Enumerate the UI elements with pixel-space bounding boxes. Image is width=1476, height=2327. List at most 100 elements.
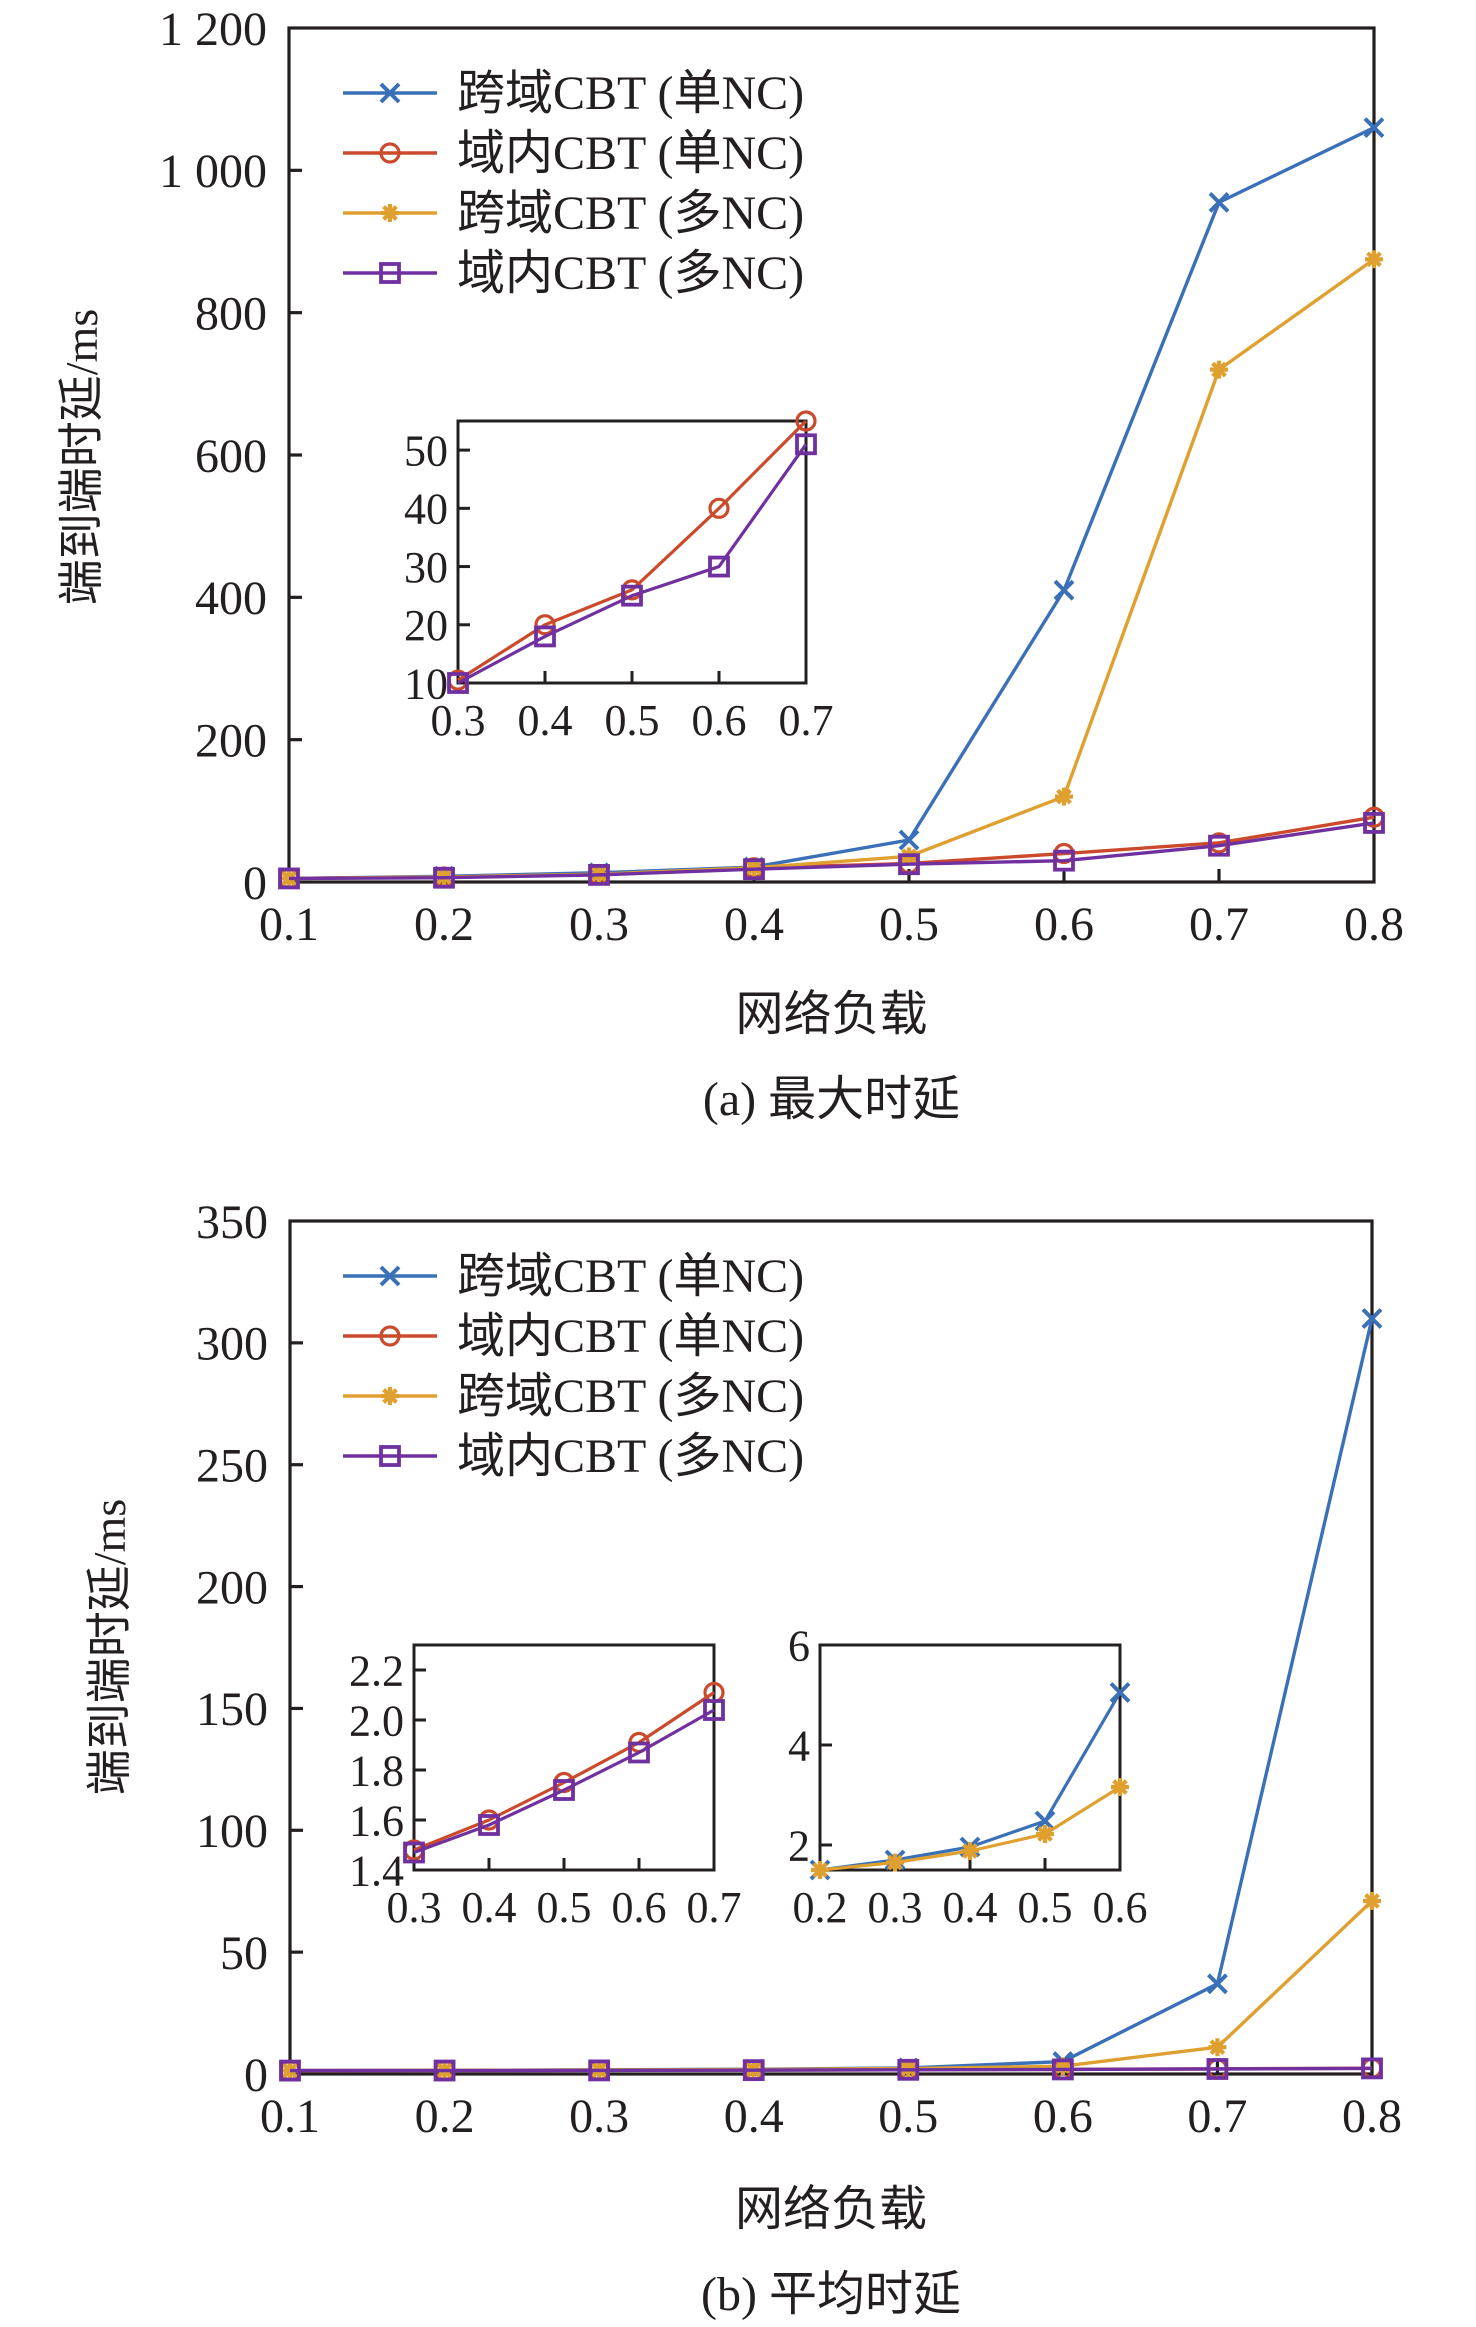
data-point [588,2059,611,2082]
legend-label: 域内CBT (单NC) [457,1310,804,1363]
y-tick-label: 1 200 [159,3,267,56]
y-tick-label: 350 [196,1196,268,1249]
y-tick-label: 50 [404,427,448,476]
y-tick-label: 30 [404,543,448,592]
legend-label: 跨域CBT (多NC) [457,1370,804,1423]
y-tick-label: 1.6 [349,1796,404,1845]
series-0 [447,410,817,691]
data-point [1363,1891,1381,1910]
x-tick-label: 0.3 [431,696,486,745]
y-tick-label: 10 [404,659,448,708]
legend-marker [379,82,401,104]
y-tick-label: 0 [243,857,267,910]
y-tick-label: 40 [404,485,448,534]
series-1 [447,433,817,694]
x-tick-label: 0.5 [879,898,939,951]
legend-item: 域内CBT (单NC) [343,1310,804,1363]
y-tick-label: 250 [196,1440,268,1493]
data-point [1361,2057,1383,2080]
inset-a-0-frame [456,419,808,685]
x-tick-label: 0.5 [1018,1883,1073,1932]
x-tick-label: 0.3 [569,2090,629,2143]
legend-marker [379,262,401,284]
data-point [1053,2057,1072,2076]
y-tick-label: 1 000 [159,145,267,198]
x-tick-label: 0.5 [605,696,660,745]
data-point [898,829,920,851]
inset-b-1-frame [818,1643,1122,1872]
series-0 [279,1308,1383,2082]
y-tick-label: 20 [404,601,448,650]
x-tick-label: 0.7 [1189,898,1249,951]
series-line [288,821,1375,881]
legend-marker [381,204,399,222]
y-tick-label: 1.8 [349,1746,404,1795]
data-point [708,497,730,519]
data-point [447,672,469,694]
data-point [1051,2058,1074,2081]
data-point [708,555,730,578]
data-point [403,1841,425,1864]
series-line [413,1708,715,1855]
legend-marker [379,1325,401,1347]
data-point [795,433,817,456]
x-tick-label: 0.8 [1342,2090,1402,2143]
plot-a-frame [287,26,1376,884]
plot-b: 0 50 100 150 200 250 300 350 0.1 0.2 0.3 0.4 0.5 0.6 0… [196,1196,1402,2143]
x-tick-label: 0.4 [518,696,573,745]
x-axis-title: 网络负载 [735,988,927,1041]
data-point [811,1861,829,1879]
data-point [743,858,765,881]
series-line [457,443,808,685]
y-axis-title: 端到端时延/ms [56,309,107,605]
y-tick-label: 1.4 [349,1846,404,1895]
y-tick-label: 2.2 [349,1646,404,1695]
data-point [621,584,643,607]
data-point [1053,849,1075,872]
x-tick-label: 0.6 [1034,898,1094,951]
x-tick-label: 0.2 [414,898,474,951]
legend-label: 域内CBT (单NC) [457,127,804,180]
x-tick-label: 0.7 [1187,2090,1247,2143]
data-point [1365,250,1383,269]
data-point [553,1779,575,1801]
series-line [289,1318,1374,2073]
legend-item: 域内CBT (多NC) [343,247,804,300]
data-point [897,2058,920,2081]
data-point [1208,191,1230,213]
data-point [1206,2058,1229,2080]
legend-label: 跨域CBT (单NC) [457,67,804,120]
x-tick-label: 0.2 [793,1883,848,1932]
legend-marker [379,1445,401,1467]
data-point [1034,1810,1056,1832]
y-tick-label: 300 [196,1318,268,1371]
data-point [742,2059,765,2082]
legend-label: 跨域CBT (多NC) [457,187,804,240]
series-3 [279,2057,1383,2082]
series-line [288,126,1375,881]
legend-item: 跨域CBT (单NC) [343,1250,804,1303]
x-tick-label: 0.6 [692,696,747,745]
plot-a: 0 200 400 600 800 1 000 1 200 0.1 0.2 0.3 0.4 0.5 0.… [159,3,1404,951]
x-tick-label: 0.5 [537,1883,592,1932]
x-tick-label: 0.4 [724,898,784,951]
data-point [280,869,298,888]
inset-b-1: 2 4 6 0.2 0.3 0.4 0.5 0.6 [788,1621,1148,1932]
x-tick-label: 0.6 [1093,1883,1148,1932]
caption: (b) 平均时延 [701,2268,961,2321]
legend-label: 跨域CBT (单NC) [457,1250,804,1303]
data-point [1055,787,1073,806]
data-point [1111,1778,1129,1796]
data-point [1036,1825,1054,1843]
x-tick-label: 0.6 [1033,2090,1093,2143]
legend-item: 跨域CBT (多NC) [343,1370,804,1423]
series-line [289,2066,1373,2073]
data-point [961,1842,979,1860]
y-tick-label: 100 [196,1805,268,1858]
x-tick-label: 0.1 [259,898,319,951]
legend-item: 域内CBT (单NC) [343,127,804,180]
series-line [288,257,1375,881]
legend-item: 域内CBT (多NC) [343,1430,804,1483]
x-tick-label: 0.3 [868,1883,923,1932]
data-point [1207,1973,1228,1995]
